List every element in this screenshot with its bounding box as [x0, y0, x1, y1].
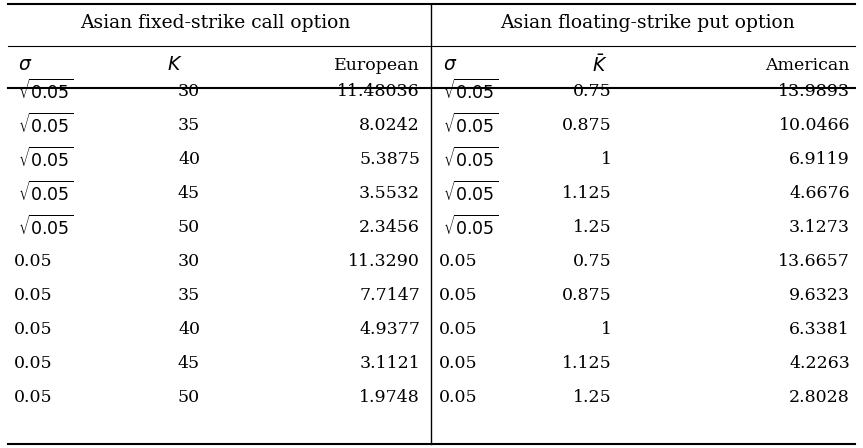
- Text: 40: 40: [178, 320, 200, 337]
- Text: $\sqrt{0.05}$: $\sqrt{0.05}$: [443, 215, 498, 239]
- Text: $K$: $K$: [167, 56, 183, 74]
- Text: 1.25: 1.25: [573, 219, 612, 236]
- Text: 13.9893: 13.9893: [778, 82, 850, 99]
- Text: 0.05: 0.05: [438, 320, 477, 337]
- Text: 0.05: 0.05: [438, 287, 477, 303]
- Text: 11.48036: 11.48036: [337, 82, 420, 99]
- Text: 1.9748: 1.9748: [359, 388, 420, 405]
- Text: 3.5532: 3.5532: [359, 185, 420, 202]
- Text: 50: 50: [178, 388, 200, 405]
- Text: 0.75: 0.75: [573, 82, 612, 99]
- Text: 2.3456: 2.3456: [359, 219, 420, 236]
- Text: 50: 50: [178, 219, 200, 236]
- Text: $\sqrt{0.05}$: $\sqrt{0.05}$: [18, 147, 73, 171]
- Text: 30: 30: [178, 82, 200, 99]
- Text: 0.05: 0.05: [14, 320, 53, 337]
- Text: 10.0466: 10.0466: [778, 116, 850, 134]
- Text: 0.05: 0.05: [14, 253, 53, 270]
- Text: $\sqrt{0.05}$: $\sqrt{0.05}$: [18, 215, 73, 239]
- Text: Asian fixed-strike call option: Asian fixed-strike call option: [79, 14, 350, 32]
- Text: 0.875: 0.875: [563, 287, 612, 303]
- Text: 8.0242: 8.0242: [359, 116, 420, 134]
- Text: 0.75: 0.75: [573, 253, 612, 270]
- Text: $\sigma$: $\sigma$: [18, 56, 32, 74]
- Text: $\sqrt{0.05}$: $\sqrt{0.05}$: [443, 147, 498, 171]
- Text: 13.6657: 13.6657: [778, 253, 850, 270]
- Text: 1: 1: [601, 151, 612, 168]
- Text: 35: 35: [178, 116, 200, 134]
- Text: 6.3381: 6.3381: [790, 320, 850, 337]
- Text: 1.25: 1.25: [573, 388, 612, 405]
- Text: 0.05: 0.05: [14, 354, 53, 371]
- Text: $\sqrt{0.05}$: $\sqrt{0.05}$: [18, 181, 73, 205]
- Text: 6.9119: 6.9119: [790, 151, 850, 168]
- Text: 9.6323: 9.6323: [789, 287, 850, 303]
- Text: $\bar{K}$: $\bar{K}$: [592, 54, 608, 76]
- Text: 11.3290: 11.3290: [348, 253, 420, 270]
- Text: 30: 30: [178, 253, 200, 270]
- Text: Asian floating-strike put option: Asian floating-strike put option: [500, 14, 794, 32]
- Text: European: European: [334, 56, 420, 73]
- Text: 4.9377: 4.9377: [359, 320, 420, 337]
- Text: 1.125: 1.125: [563, 185, 612, 202]
- Text: 0.05: 0.05: [438, 253, 477, 270]
- Text: 0.05: 0.05: [438, 354, 477, 371]
- Text: 2.8028: 2.8028: [790, 388, 850, 405]
- Text: $\sqrt{0.05}$: $\sqrt{0.05}$: [18, 113, 73, 137]
- Text: 4.2263: 4.2263: [789, 354, 850, 371]
- Text: 45: 45: [178, 185, 200, 202]
- Text: 7.7147: 7.7147: [359, 287, 420, 303]
- Text: 0.875: 0.875: [563, 116, 612, 134]
- Text: $\sqrt{0.05}$: $\sqrt{0.05}$: [18, 79, 73, 103]
- Text: $\sigma$: $\sigma$: [443, 56, 457, 74]
- Text: 3.1273: 3.1273: [789, 219, 850, 236]
- Text: 35: 35: [178, 287, 200, 303]
- Text: $\sqrt{0.05}$: $\sqrt{0.05}$: [443, 181, 498, 205]
- Text: 0.05: 0.05: [438, 388, 477, 405]
- Text: 4.6676: 4.6676: [790, 185, 850, 202]
- Text: 45: 45: [178, 354, 200, 371]
- Text: 0.05: 0.05: [14, 388, 53, 405]
- Text: 1: 1: [601, 320, 612, 337]
- Text: 3.1121: 3.1121: [359, 354, 420, 371]
- Text: 5.3875: 5.3875: [359, 151, 420, 168]
- Text: 1.125: 1.125: [563, 354, 612, 371]
- Text: 40: 40: [178, 151, 200, 168]
- Text: $\sqrt{0.05}$: $\sqrt{0.05}$: [443, 113, 498, 137]
- Text: $\sqrt{0.05}$: $\sqrt{0.05}$: [443, 79, 498, 103]
- Text: 0.05: 0.05: [14, 287, 53, 303]
- Text: American: American: [765, 56, 850, 73]
